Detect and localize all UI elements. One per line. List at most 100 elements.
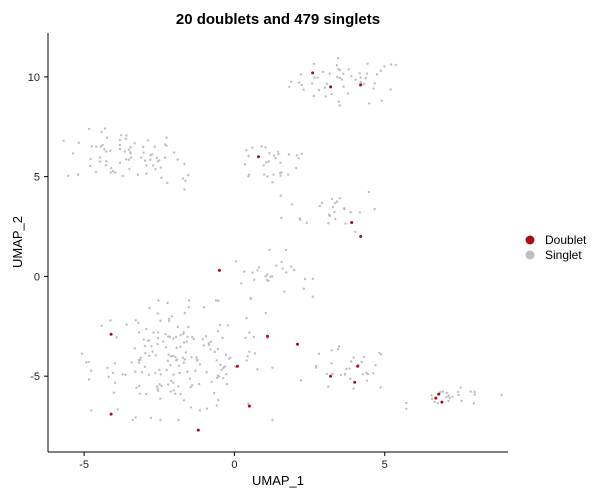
singlet-point	[118, 143, 122, 147]
singlet-point	[129, 145, 132, 149]
singlet-point	[342, 72, 345, 75]
singlet-point	[219, 363, 222, 367]
singlet-point	[215, 376, 219, 380]
singlet-point	[473, 390, 476, 394]
singlet-point	[275, 264, 278, 267]
singlet-point	[221, 336, 224, 340]
singlet-point	[354, 230, 357, 233]
singlet-point	[125, 323, 128, 326]
singlet-point	[335, 64, 339, 67]
singlet-point	[136, 173, 140, 176]
singlet-point	[441, 390, 444, 393]
singlet-point	[328, 72, 331, 75]
singlet-point	[368, 102, 371, 105]
singlet-point	[103, 127, 107, 130]
singlet-point	[264, 146, 267, 149]
singlet-point	[324, 95, 327, 98]
singlet-point	[87, 360, 90, 364]
singlet-point	[156, 342, 159, 346]
singlet-point	[124, 158, 128, 161]
singlet-point	[170, 379, 173, 383]
singlet-point	[175, 359, 178, 362]
singlet-point	[331, 205, 335, 209]
singlet-point	[358, 211, 361, 214]
singlet-point	[379, 386, 382, 389]
singlet-point	[445, 391, 448, 395]
singlet-point	[94, 171, 98, 174]
singlet-point	[133, 142, 136, 145]
singlet-point	[189, 385, 192, 389]
singlet-point	[209, 340, 213, 343]
singlet-point	[448, 396, 451, 400]
singlet-point	[131, 418, 134, 422]
doublet-point	[329, 85, 333, 89]
singlet-point	[338, 197, 341, 200]
singlet-point	[129, 156, 133, 159]
singlet-point	[430, 397, 434, 401]
singlet-point	[185, 340, 188, 343]
singlet-point	[159, 397, 162, 400]
singlet-point	[279, 194, 282, 197]
singlet-point	[115, 336, 118, 339]
singlet-point	[109, 149, 112, 152]
doublet-point	[217, 268, 221, 272]
singlet-point	[311, 82, 314, 85]
singlet-point	[143, 365, 146, 368]
singlet-point	[190, 356, 193, 359]
singlet-point	[191, 384, 194, 387]
doublet-point	[440, 400, 444, 404]
singlet-point	[118, 147, 122, 151]
singlet-point	[389, 88, 392, 91]
singlet-point	[338, 76, 342, 80]
singlet-point	[155, 385, 159, 388]
singlet-point	[139, 356, 142, 359]
singlet-point	[256, 269, 259, 272]
singlet-point	[167, 353, 170, 356]
singlet-point	[189, 406, 193, 409]
singlet-point	[177, 385, 180, 388]
singlet-point	[98, 160, 102, 163]
doublet-point	[437, 392, 441, 396]
singlet-point	[247, 175, 250, 178]
singlet-point	[118, 161, 122, 164]
singlet-point	[168, 335, 172, 338]
singlet-point	[337, 345, 341, 348]
singlet-point	[266, 273, 269, 276]
singlet-point	[177, 364, 181, 367]
singlet-point	[186, 335, 189, 339]
singlet-point	[112, 391, 116, 394]
singlet-point	[224, 373, 228, 376]
singlet-point	[349, 377, 352, 380]
singlet-point	[290, 265, 293, 268]
singlet-point	[222, 366, 225, 369]
doublet-point	[434, 396, 438, 400]
singlet-point	[146, 139, 150, 142]
singlet-point	[253, 352, 257, 355]
singlet-point	[160, 384, 163, 387]
singlet-point	[134, 416, 137, 419]
singlet-point	[168, 319, 171, 323]
singlet-point	[157, 331, 160, 334]
doublet-point	[353, 380, 357, 384]
singlet-point	[360, 360, 363, 364]
singlet-point	[359, 76, 362, 79]
singlet-point	[111, 169, 115, 173]
singlet-point	[379, 353, 383, 356]
singlet-point	[331, 372, 334, 376]
singlet-point	[325, 82, 329, 86]
singlet-point	[151, 153, 154, 156]
singlet-point	[184, 179, 187, 183]
singlet-point	[367, 190, 370, 194]
singlet-point	[156, 336, 160, 340]
singlet-point	[186, 370, 189, 373]
singlet-point	[149, 158, 152, 161]
singlet-point	[383, 65, 386, 68]
singlet-point	[394, 63, 398, 67]
singlet-point	[271, 418, 274, 422]
singlet-point	[362, 355, 366, 359]
singlet-point	[361, 373, 364, 376]
singlet-point	[342, 85, 345, 88]
singlet-point	[312, 62, 316, 66]
singlet-point	[330, 92, 333, 96]
singlet-point	[101, 143, 104, 147]
